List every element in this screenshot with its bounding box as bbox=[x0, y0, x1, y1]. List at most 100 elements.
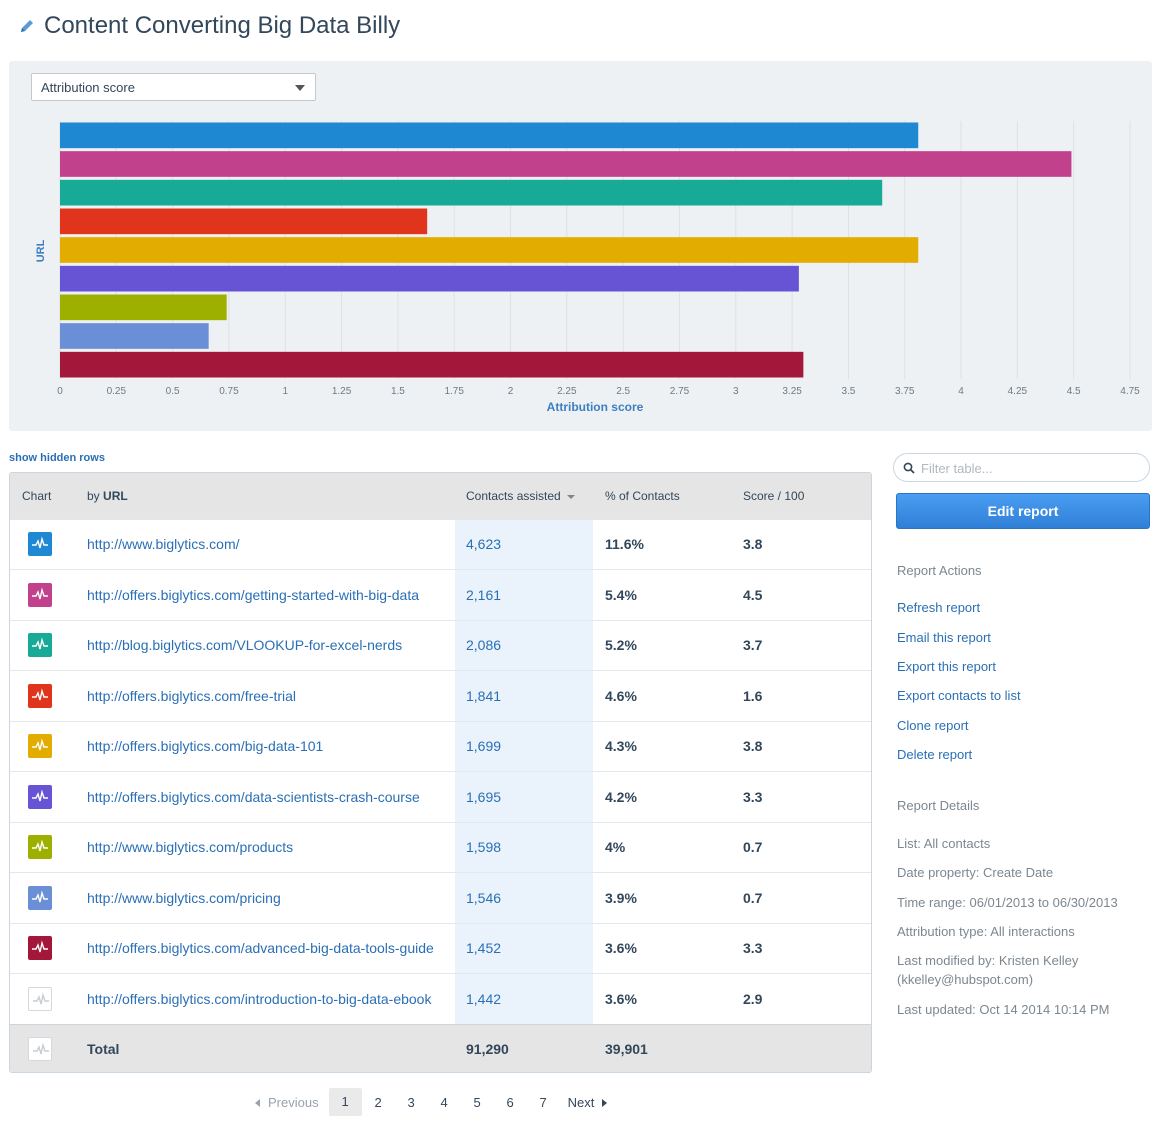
pagination-next[interactable]: Next bbox=[568, 1095, 608, 1110]
contacts-assisted-cell[interactable]: 2,161 bbox=[466, 586, 502, 603]
bar[interactable] bbox=[60, 208, 428, 235]
bar[interactable] bbox=[60, 151, 1072, 177]
contacts-assisted-cell[interactable]: 1,546 bbox=[466, 889, 502, 906]
pagination-page-2[interactable]: 2 bbox=[374, 1094, 382, 1110]
bar[interactable] bbox=[60, 237, 919, 263]
chart-toggle-icon[interactable] bbox=[28, 683, 52, 708]
x-tick-label: 0.5 bbox=[166, 386, 180, 397]
total-pct: 39,901 bbox=[605, 1041, 648, 1058]
url-link[interactable]: http://offers.biglytics.com/introduction… bbox=[87, 990, 432, 1007]
chart-toggle-icon[interactable] bbox=[28, 532, 52, 557]
table-row: http://offers.biglytics.com/data-scienti… bbox=[10, 771, 871, 823]
bar[interactable] bbox=[60, 122, 919, 149]
header-url: URL bbox=[103, 488, 128, 503]
bar[interactable] bbox=[60, 323, 209, 349]
filter-table-input[interactable]: Filter table... bbox=[893, 453, 1150, 482]
bar[interactable] bbox=[60, 351, 804, 378]
x-tick-label: 1 bbox=[282, 386, 288, 397]
report-action-link[interactable]: Email this report bbox=[897, 630, 991, 645]
pagination-page-1[interactable]: 1 bbox=[328, 1088, 362, 1116]
bar[interactable] bbox=[60, 179, 883, 206]
url-link[interactable]: http://www.biglytics.com/ bbox=[87, 536, 240, 553]
detail-list: List: All contacts bbox=[897, 836, 991, 851]
metric-select[interactable]: Attribution score bbox=[31, 73, 316, 101]
pagination-previous[interactable]: Previous bbox=[255, 1095, 319, 1110]
contacts-assisted-cell[interactable]: 1,695 bbox=[466, 788, 502, 805]
report-action-link[interactable]: Clone report bbox=[897, 718, 969, 733]
pagination-page-5[interactable]: 5 bbox=[473, 1094, 481, 1110]
pct-contacts-cell: 3.6% bbox=[605, 990, 637, 1007]
show-hidden-rows-link[interactable]: show hidden rows bbox=[9, 452, 105, 464]
score-cell: 0.7 bbox=[743, 889, 763, 906]
contacts-assisted-cell[interactable]: 1,699 bbox=[466, 738, 502, 755]
url-link[interactable]: http://offers.biglytics.com/big-data-101 bbox=[87, 738, 324, 755]
contacts-assisted-cell[interactable]: 2,086 bbox=[466, 637, 502, 654]
chart-toggle-icon[interactable] bbox=[28, 784, 52, 809]
bar[interactable] bbox=[60, 265, 799, 292]
chart-toggle-icon[interactable] bbox=[28, 734, 52, 759]
table-row: http://offers.biglytics.com/advanced-big… bbox=[10, 923, 871, 974]
score-cell: 3.7 bbox=[743, 637, 763, 654]
report-action-link[interactable]: Export this report bbox=[897, 659, 996, 674]
url-link[interactable]: http://www.biglytics.com/products bbox=[87, 839, 294, 856]
pct-contacts-cell: 5.4% bbox=[605, 586, 637, 603]
x-tick-label: 1.75 bbox=[444, 386, 464, 397]
header-chart: Chart bbox=[22, 488, 52, 503]
score-cell: 0.7 bbox=[743, 839, 763, 856]
header-contacts-assisted[interactable]: Contacts assisted bbox=[455, 473, 593, 519]
url-link[interactable]: http://offers.biglytics.com/getting-star… bbox=[87, 586, 420, 603]
score-cell: 3.8 bbox=[743, 738, 763, 755]
x-tick-label: 0.75 bbox=[219, 386, 239, 397]
contacts-assisted-cell[interactable]: 1,598 bbox=[466, 839, 502, 856]
header-by-url[interactable]: by URL bbox=[76, 473, 455, 519]
header-score[interactable]: Score / 100 bbox=[743, 488, 805, 503]
pencil-icon[interactable] bbox=[18, 17, 36, 35]
contacts-assisted-cell[interactable]: 4,623 bbox=[466, 536, 502, 553]
pagination-page-7[interactable]: 7 bbox=[539, 1094, 547, 1110]
pct-contacts-cell: 4.3% bbox=[605, 738, 637, 755]
x-tick-label: 4.5 bbox=[1067, 386, 1081, 397]
table-row: http://blog.biglytics.com/VLOOKUP-for-ex… bbox=[10, 620, 871, 671]
chart-toggle-icon[interactable] bbox=[28, 936, 52, 961]
detail-attribution-type: Attribution type: All interactions bbox=[897, 924, 1075, 939]
x-tick-label: 0.25 bbox=[107, 386, 127, 397]
chart-toggle-icon[interactable] bbox=[28, 582, 52, 607]
chart-toggle-icon[interactable] bbox=[28, 986, 52, 1011]
pagination-page-3[interactable]: 3 bbox=[407, 1094, 415, 1110]
edit-report-button[interactable]: Edit report bbox=[896, 493, 1150, 529]
x-tick-label: 4.25 bbox=[1008, 386, 1028, 397]
url-link[interactable]: http://offers.biglytics.com/free-trial bbox=[87, 687, 297, 704]
url-link[interactable]: http://blog.biglytics.com/VLOOKUP-for-ex… bbox=[87, 637, 403, 654]
url-link[interactable]: http://offers.biglytics.com/advanced-big… bbox=[87, 940, 434, 957]
table-row: http://offers.biglytics.com/introduction… bbox=[10, 973, 871, 1025]
chart-toggle-icon[interactable] bbox=[28, 633, 52, 658]
contacts-assisted-cell[interactable]: 1,442 bbox=[466, 990, 502, 1007]
pct-contacts-cell: 11.6% bbox=[605, 536, 644, 553]
url-link[interactable]: http://www.biglytics.com/pricing bbox=[87, 889, 281, 906]
report-action-link[interactable]: Export contacts to list bbox=[897, 688, 1021, 703]
report-action-link[interactable]: Refresh report bbox=[897, 600, 981, 615]
table-header-row: Chart by URL Contacts assisted % of Cont… bbox=[10, 473, 871, 519]
pagination-page-6[interactable]: 6 bbox=[506, 1094, 514, 1110]
x-tick-label: 4 bbox=[958, 386, 964, 397]
x-tick-label: 2 bbox=[508, 386, 514, 397]
x-tick-label: 1.25 bbox=[332, 386, 352, 397]
chevron-left-icon bbox=[255, 1098, 260, 1107]
header-pct-contacts[interactable]: % of Contacts bbox=[605, 488, 680, 503]
table-row: http://offers.biglytics.com/big-data-101… bbox=[10, 721, 871, 772]
pagination-page-4[interactable]: 4 bbox=[440, 1094, 448, 1110]
search-icon bbox=[903, 462, 915, 474]
bar[interactable] bbox=[60, 294, 227, 321]
filter-placeholder: Filter table... bbox=[921, 461, 993, 476]
contacts-assisted-cell[interactable]: 1,841 bbox=[466, 687, 502, 704]
report-action-link[interactable]: Delete report bbox=[897, 747, 973, 762]
report-details-title: Report Details bbox=[897, 798, 980, 813]
url-link[interactable]: http://offers.biglytics.com/data-scienti… bbox=[87, 788, 420, 805]
chart-toggle-icon[interactable] bbox=[28, 1037, 52, 1062]
contacts-assisted-cell[interactable]: 1,452 bbox=[466, 940, 502, 957]
x-axis-label: Attribution score bbox=[547, 400, 644, 414]
chart-toggle-icon[interactable] bbox=[28, 885, 52, 910]
detail-time-range: Time range: 06/01/2013 to 06/30/2013 bbox=[897, 895, 1118, 910]
chart-toggle-icon[interactable] bbox=[28, 835, 52, 860]
